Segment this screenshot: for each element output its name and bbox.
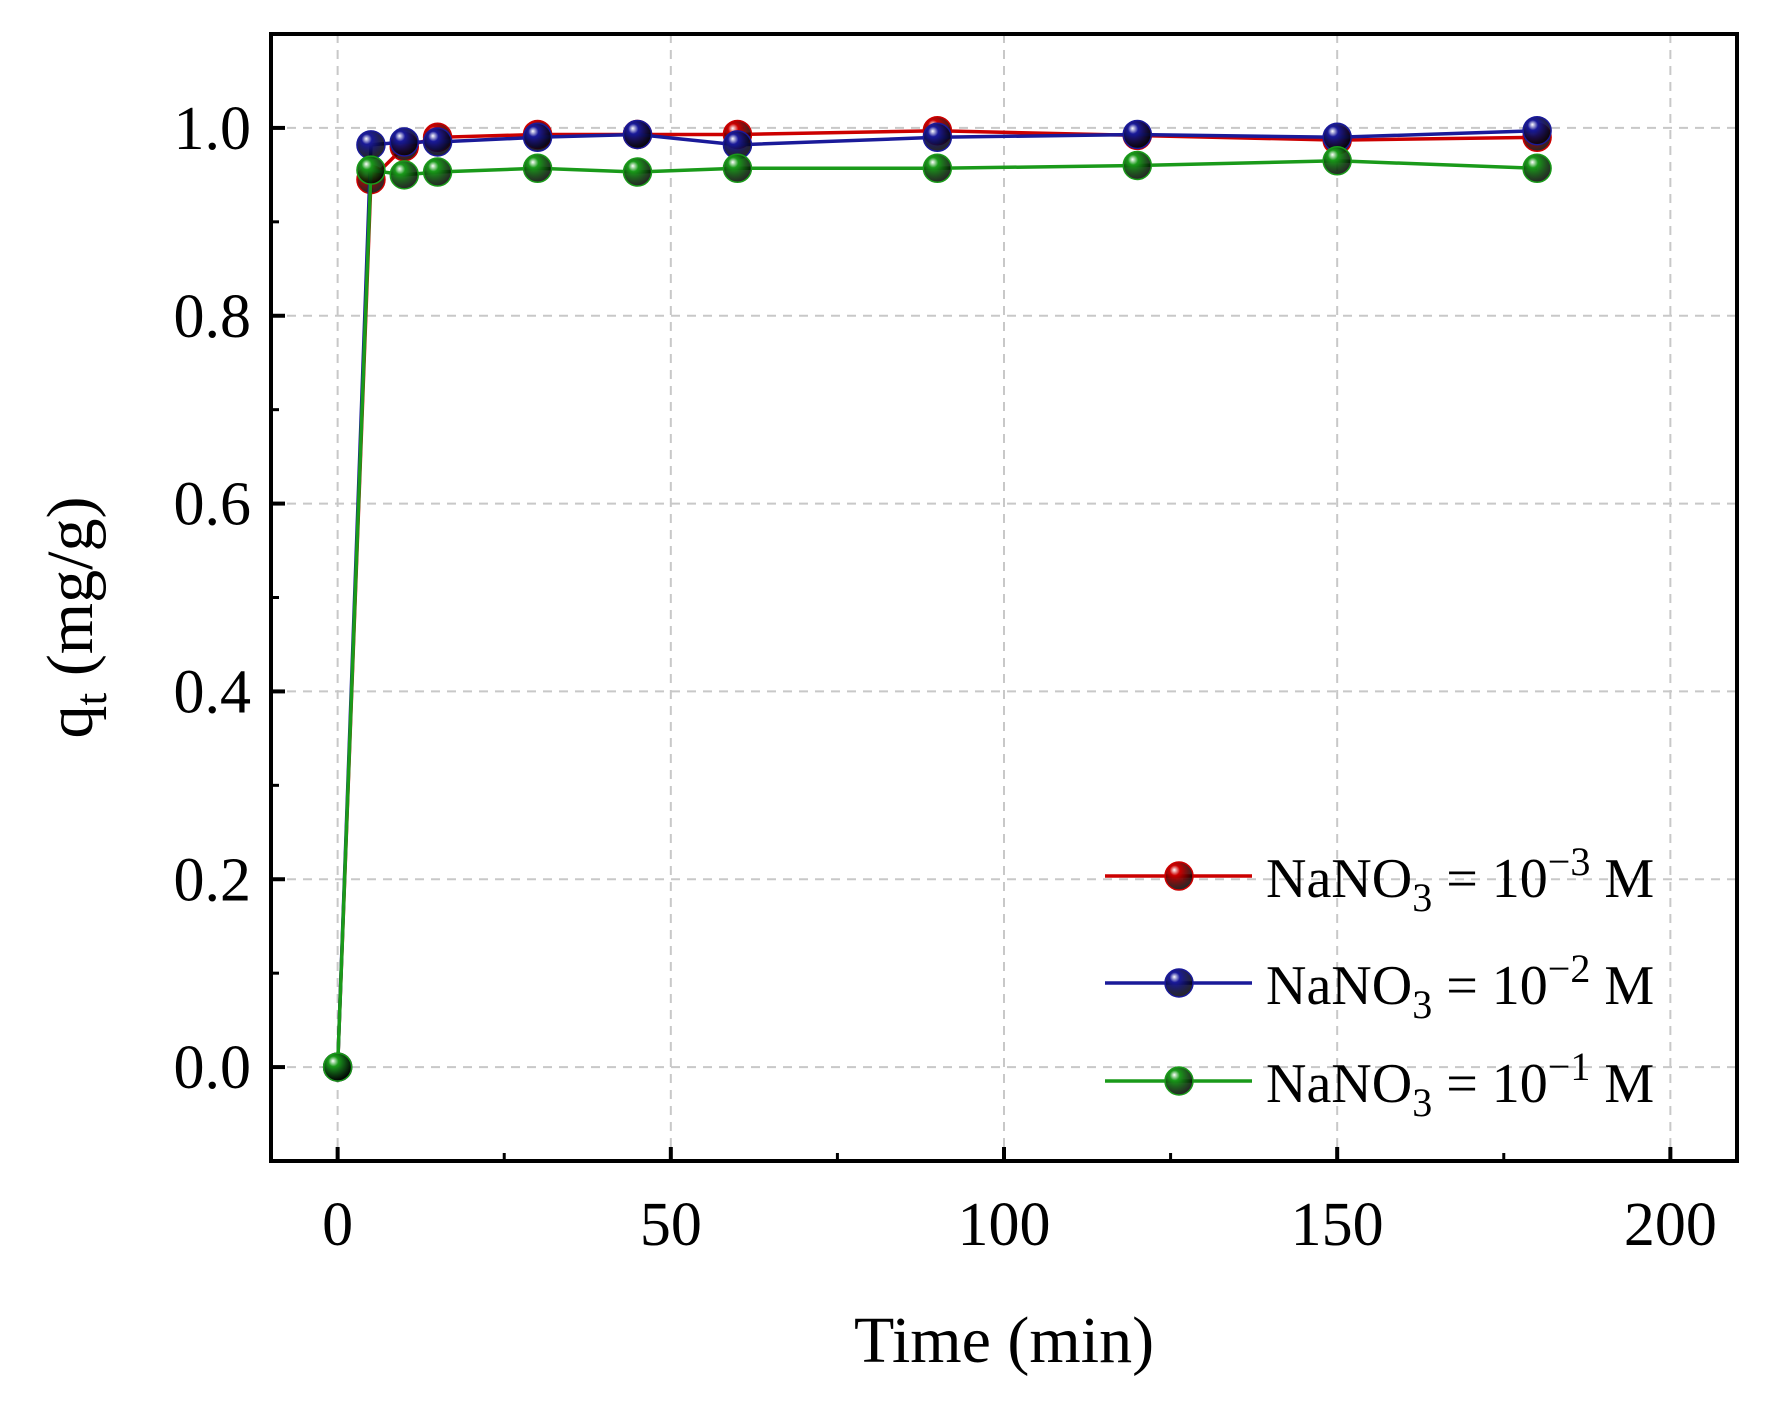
- data-point: [1522, 115, 1552, 146]
- series-2: [322, 115, 1552, 1082]
- ticks: 0 50 100 150 200 0.0 0.2 0.4 0.6 0.8 1.0: [174, 95, 1717, 1259]
- data-point: [722, 153, 753, 184]
- legend-label-prefix: NaNO: [1266, 848, 1412, 910]
- legend-label-superscript: −3: [1548, 839, 1591, 884]
- data-point: [422, 157, 453, 187]
- legend-label-mid: = 10: [1432, 1053, 1548, 1115]
- legend-label-suffix: M: [1590, 848, 1654, 910]
- data-point: [522, 153, 553, 184]
- legend-item-3: NaNO3 = 10−1 M: [1105, 1044, 1654, 1125]
- data-point: [356, 155, 386, 185]
- data-point: [389, 160, 420, 190]
- legend-label-superscript: −1: [1548, 1044, 1591, 1089]
- y-tick-label: 0.0: [174, 1034, 252, 1102]
- data-point: [1322, 146, 1352, 176]
- x-tick-label: 100: [958, 1191, 1051, 1259]
- data-point: [356, 130, 386, 160]
- series-1: [322, 115, 1552, 1082]
- legend-label-suffix: M: [1590, 1053, 1654, 1115]
- series-line: [335, 159, 1538, 1068]
- y-tick-label: 0.2: [174, 846, 252, 914]
- x-tick-label: 150: [1291, 1191, 1384, 1259]
- x-tick-label: 200: [1624, 1191, 1717, 1259]
- legend-label: NaNO3 = 10−3 M: [1266, 839, 1654, 920]
- data-point: [1522, 153, 1552, 184]
- legend-marker: [1164, 861, 1194, 891]
- series-layer: [322, 115, 1552, 1082]
- legend-label: NaNO3 = 10−1 M: [1266, 1044, 1654, 1125]
- data-point: [322, 1052, 353, 1082]
- x-axis-title: Time (min): [854, 1304, 1154, 1377]
- data-point: [1122, 150, 1153, 181]
- data-point: [522, 122, 553, 153]
- legend-label: NaNO3 = 10−2 M: [1266, 946, 1654, 1027]
- y-tick-label: 1.0: [174, 95, 252, 163]
- series-line: [335, 128, 1538, 1068]
- y-axis-title-subscript: t: [65, 692, 116, 705]
- series-line: [335, 128, 1538, 1068]
- legend-marker: [1164, 968, 1194, 998]
- legend-marker: [1164, 1066, 1194, 1096]
- data-point: [622, 119, 653, 150]
- data-point: [422, 127, 453, 157]
- y-axis-title-base: q: [34, 705, 107, 738]
- y-tick-label: 0.8: [174, 283, 252, 351]
- legend-item-1: NaNO3 = 10−3 M: [1105, 839, 1654, 920]
- legend-label-prefix: NaNO: [1266, 1053, 1412, 1115]
- y-tick-label: 0.4: [174, 658, 252, 726]
- series-3: [322, 146, 1552, 1082]
- legend-label-superscript: −2: [1548, 946, 1591, 991]
- x-tick-label: 50: [640, 1191, 702, 1259]
- legend-label-mid: = 10: [1432, 955, 1548, 1017]
- data-point: [622, 157, 653, 187]
- data-point: [389, 127, 420, 157]
- legend-item-2: NaNO3 = 10−2 M: [1105, 946, 1654, 1027]
- y-axis-title-units: (mg/g): [34, 497, 107, 693]
- legend-label-subscript: 3: [1412, 982, 1432, 1027]
- legend-label-suffix: M: [1590, 955, 1654, 1017]
- data-point: [1122, 119, 1153, 150]
- grid: [271, 34, 1737, 1161]
- y-axis-title: qt (mg/g): [34, 497, 116, 739]
- legend-label-prefix: NaNO: [1266, 955, 1412, 1017]
- y-tick-label: 0.6: [174, 471, 252, 539]
- legend-label-mid: = 10: [1432, 848, 1548, 910]
- legend-label-subscript: 3: [1412, 875, 1432, 920]
- legend-label-subscript: 3: [1412, 1080, 1432, 1125]
- x-tick-label: 0: [322, 1191, 353, 1259]
- data-point: [922, 122, 953, 153]
- data-point: [922, 153, 953, 184]
